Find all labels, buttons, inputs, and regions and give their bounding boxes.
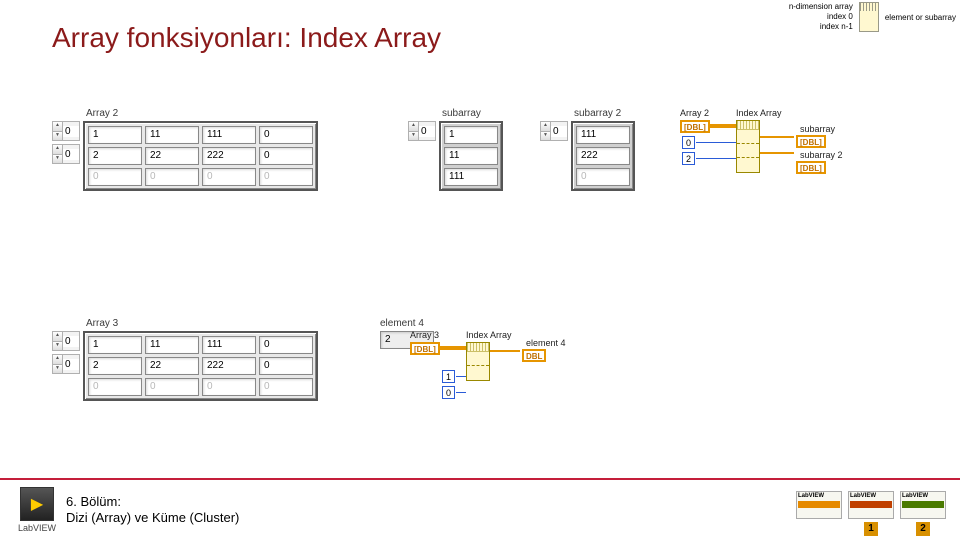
- subarray2-grid: 111 222 0: [571, 121, 635, 191]
- array3-panel: Array 3 ▲▼ 0 ▲▼ 0 1 11 111 0 2 22 222: [52, 318, 318, 401]
- cell[interactable]: 11: [145, 126, 199, 144]
- cert-num: 1: [864, 522, 878, 536]
- array3-grid: 1 11 111 0 2 22 222 0 0 0 0 0: [83, 331, 318, 401]
- help-node-icon: [859, 2, 879, 32]
- d2-out: DBL: [522, 349, 546, 362]
- d1-out-b-label: subarray 2: [800, 150, 843, 160]
- d1-array-label: Array 2: [680, 108, 709, 118]
- d2-array-term: [DBL]: [410, 342, 440, 355]
- cell[interactable]: 0: [259, 357, 313, 375]
- cert-badge-icon: LabVIEW: [900, 491, 946, 519]
- cell[interactable]: 0: [88, 168, 142, 186]
- context-help: n-dimension array index 0 index n-1 elem…: [789, 2, 956, 32]
- subarray-grid: 1 11 111: [439, 121, 503, 191]
- cell[interactable]: 1: [88, 336, 142, 354]
- cell[interactable]: 222: [202, 147, 256, 165]
- cell: 11: [444, 147, 498, 165]
- d2-node-label: Index Array: [466, 330, 512, 340]
- array2-grid: 1 11 111 0 2 22 222 0 0 0 0 0: [83, 121, 318, 191]
- array2-idx-1[interactable]: ▲▼ 0: [52, 144, 80, 164]
- array2-label: Array 2: [86, 108, 318, 119]
- footer-chapter: 6. Bölüm:: [66, 494, 239, 510]
- index-array-node-icon: [736, 120, 760, 173]
- element4-label: element 4: [380, 318, 434, 329]
- array2-panel: Array 2 ▲▼ 0 ▲▼ 0 1 11 111 0 2 22 222: [52, 108, 318, 191]
- cert-badge-icon: LabVIEW: [848, 491, 894, 519]
- help-out: element or subarray: [885, 13, 956, 22]
- cell[interactable]: 0: [259, 378, 313, 396]
- footer: LabVIEW 6. Bölüm: Dizi (Array) ve Küme (…: [0, 478, 960, 540]
- cell[interactable]: 22: [145, 147, 199, 165]
- cell: 222: [576, 147, 630, 165]
- d1-node-label: Index Array: [736, 108, 782, 118]
- labview-logo-icon: [20, 487, 54, 521]
- cell[interactable]: 0: [202, 378, 256, 396]
- cell[interactable]: 11: [145, 336, 199, 354]
- diagram-2: Array 3 Index Array [DBL] 1 0 element 4 …: [410, 330, 610, 420]
- cell: 111: [576, 126, 630, 144]
- d1-out-a-label: subarray: [800, 124, 835, 134]
- d2-array-label: Array 3: [410, 330, 439, 340]
- cert-badge-icon: LabVIEW: [796, 491, 842, 519]
- d1-out-b: [DBL]: [796, 161, 826, 174]
- cell: 111: [444, 168, 498, 186]
- subarray2-label: subarray 2: [574, 108, 635, 119]
- d2-out-label: element 4: [526, 338, 566, 348]
- cell[interactable]: 111: [202, 126, 256, 144]
- cell[interactable]: 0: [145, 378, 199, 396]
- d1-array-term: [DBL]: [680, 120, 710, 133]
- array2-idx-0[interactable]: ▲▼ 0: [52, 121, 80, 141]
- subarray-panel: subarray ▲▼ 0 1 11 111: [408, 108, 503, 191]
- cell[interactable]: 0: [88, 378, 142, 396]
- help-in-2: index n-1: [789, 22, 853, 32]
- cell: 0: [576, 168, 630, 186]
- cert-num: 2: [916, 522, 930, 536]
- subarray2-panel: subarray 2 ▲▼ 0 111 222 0: [540, 108, 635, 191]
- cell[interactable]: 1: [88, 126, 142, 144]
- diagram-1: Array 2 Index Array [DBL] 0 2 subarray […: [680, 108, 900, 198]
- cell[interactable]: 0: [259, 126, 313, 144]
- cell[interactable]: 2: [88, 147, 142, 165]
- array3-idx-1[interactable]: ▲▼ 0: [52, 354, 80, 374]
- help-in-0: n-dimension array: [789, 2, 853, 12]
- subarray-label: subarray: [442, 108, 503, 119]
- cell[interactable]: 0: [145, 168, 199, 186]
- d2-const-b: 0: [442, 386, 455, 399]
- index-array-node-icon: [466, 342, 490, 381]
- cell[interactable]: 0: [259, 336, 313, 354]
- footer-subtitle: Dizi (Array) ve Küme (Cluster): [66, 510, 239, 526]
- cell[interactable]: 111: [202, 336, 256, 354]
- labview-caption: LabVIEW: [18, 523, 56, 533]
- cell[interactable]: 2: [88, 357, 142, 375]
- d1-const-a: 0: [682, 136, 695, 149]
- help-in-1: index 0: [789, 12, 853, 22]
- subarray2-idx-0[interactable]: ▲▼ 0: [540, 121, 568, 141]
- cert-badges: LabVIEW LabVIEW 1 LabVIEW 2: [796, 491, 946, 536]
- array3-idx-0[interactable]: ▲▼ 0: [52, 331, 80, 351]
- cell: 1: [444, 126, 498, 144]
- cell[interactable]: 0: [259, 168, 313, 186]
- d2-const-a: 1: [442, 370, 455, 383]
- d1-const-b: 2: [682, 152, 695, 165]
- array3-label: Array 3: [86, 318, 318, 329]
- cell[interactable]: 22: [145, 357, 199, 375]
- subarray-idx-0[interactable]: ▲▼ 0: [408, 121, 436, 141]
- cell[interactable]: 0: [202, 168, 256, 186]
- d1-out-a: [DBL]: [796, 135, 826, 148]
- cell[interactable]: 0: [259, 147, 313, 165]
- cell[interactable]: 222: [202, 357, 256, 375]
- footer-title: 6. Bölüm: Dizi (Array) ve Küme (Cluster): [66, 494, 239, 526]
- page-title: Array fonksiyonları: Index Array: [52, 22, 441, 54]
